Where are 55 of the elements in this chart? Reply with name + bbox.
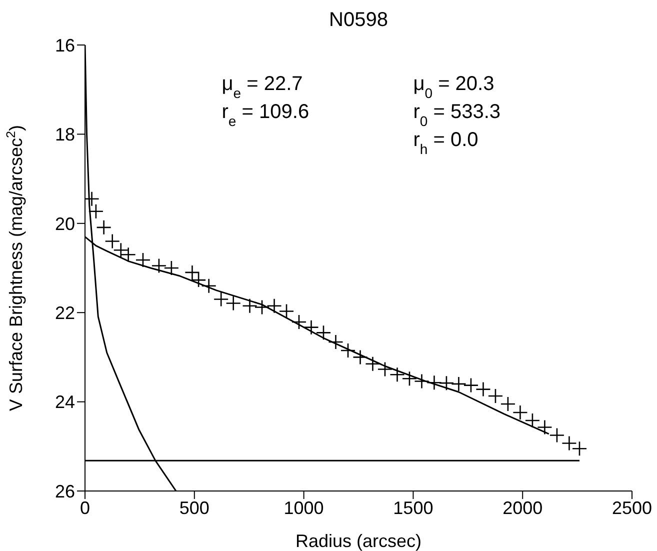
point <box>438 375 454 391</box>
annotation: r$_{e}$ = 109.6 <box>222 101 310 129</box>
x-axis-title: Radius (arcsec) <box>295 531 422 551</box>
x-tick-label: 0 <box>80 498 90 518</box>
point <box>377 362 393 377</box>
annotation: μ$_{e}$ = 22.7 <box>222 73 303 101</box>
y-tick-label: 16 <box>54 35 75 56</box>
annotation: μ$_{0}$ = 20.3 <box>413 73 494 101</box>
annotation: r$_{0}$ = 533.3 <box>413 101 501 129</box>
point <box>213 292 229 307</box>
x-tick-label: 2000 <box>502 498 543 518</box>
point <box>328 334 344 350</box>
point <box>151 258 167 274</box>
y-tick-label: 18 <box>54 124 75 145</box>
point <box>226 296 241 311</box>
annotation: r$_{h}$ = 0.0 <box>413 129 478 157</box>
y-tick-label: 22 <box>54 302 75 323</box>
point <box>340 342 356 358</box>
point <box>266 298 282 314</box>
x-tick-label: 500 <box>179 498 210 518</box>
point <box>135 252 151 268</box>
x-tick-label: 2500 <box>612 498 652 518</box>
point <box>291 314 307 330</box>
point <box>390 366 405 382</box>
point <box>96 220 112 236</box>
point <box>242 298 258 314</box>
point <box>254 300 270 315</box>
x-tick-label: 1500 <box>393 498 434 518</box>
point <box>426 374 442 390</box>
point <box>85 191 100 207</box>
point <box>201 278 216 294</box>
point <box>304 320 319 335</box>
point <box>352 350 368 365</box>
y-tick-label: 20 <box>54 214 75 234</box>
point <box>488 388 504 404</box>
point <box>164 260 180 276</box>
chart-title: N0598 <box>329 9 388 31</box>
y-tick-label: 26 <box>54 481 75 502</box>
point <box>316 325 332 340</box>
point <box>451 376 466 392</box>
point <box>476 382 491 397</box>
point <box>537 420 552 435</box>
x-tick-label: 1000 <box>284 498 324 518</box>
point <box>512 404 528 420</box>
point <box>365 356 380 372</box>
point <box>524 412 540 428</box>
y-tick-label: 24 <box>54 392 75 412</box>
point <box>463 378 479 393</box>
point <box>414 374 430 389</box>
point <box>500 396 516 412</box>
point <box>88 204 104 220</box>
point <box>562 436 577 451</box>
point <box>278 304 294 319</box>
point <box>402 370 418 386</box>
point <box>572 440 588 456</box>
